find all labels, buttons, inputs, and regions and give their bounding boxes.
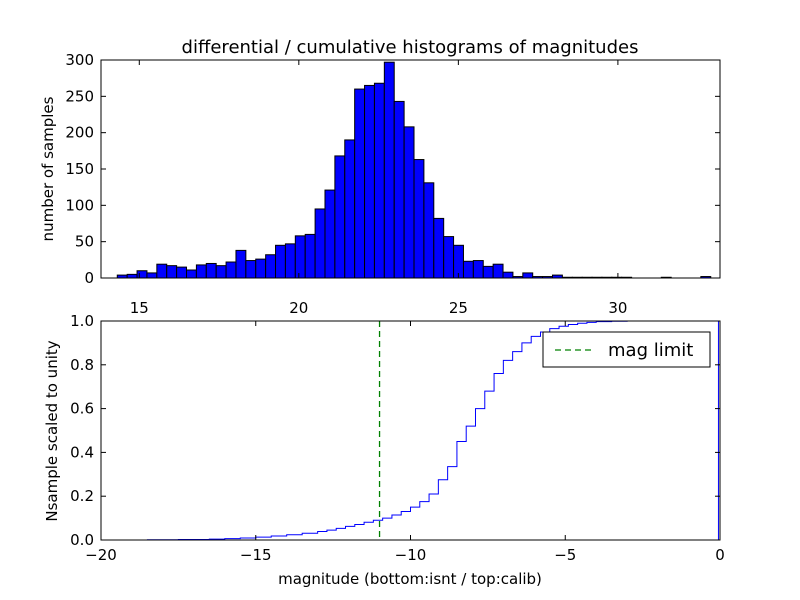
bottom-cumulative-panel: −20 −15 −10 −5 0 0.0 0.2 0.4 0.6 0.8 1.0 Nsample s… (43, 312, 725, 588)
histogram-bar (472, 260, 484, 279)
histogram-bar (215, 265, 227, 279)
y-tick-label: 300 (65, 51, 94, 69)
histogram-bar (423, 182, 435, 279)
histogram-bar (393, 100, 405, 279)
x-tick-label: 15 (130, 299, 149, 317)
legend: mag limit (542, 331, 711, 368)
cumulative-step-line (101, 320, 719, 541)
histogram-bar (235, 249, 247, 279)
histogram-bar (195, 264, 207, 279)
y-tick-label: 100 (65, 196, 94, 214)
histogram-bar (284, 243, 296, 279)
histogram-bar (275, 244, 286, 279)
y-tick-label: 0 (84, 269, 94, 287)
x-tick-label: −10 (395, 546, 427, 564)
y-tick-label: 250 (65, 87, 94, 105)
histogram-bars (116, 61, 712, 279)
histogram-bar (205, 262, 217, 279)
histogram-bar (265, 254, 277, 279)
x-tick-label: −5 (554, 546, 576, 564)
histogram-bar (373, 82, 385, 279)
bottom-x-axis-label: magnitude (bottom:isnt / top:calib) (278, 570, 542, 588)
legend-mag-limit-label: mag limit (608, 340, 693, 361)
y-tick-label: 50 (75, 233, 94, 251)
histogram-bar (383, 61, 395, 279)
histogram-bar (433, 217, 445, 279)
histogram-bar (492, 263, 504, 279)
x-tick-label: 0 (715, 546, 725, 564)
y-tick-label: 0.8 (70, 356, 94, 374)
histogram-bar (166, 265, 178, 279)
histogram-bar (354, 88, 366, 279)
histogram-bar (156, 263, 168, 279)
x-tick-label: 20 (289, 299, 308, 317)
chart-title: differential / cumulative histograms of … (182, 37, 639, 58)
y-tick-label: 1.0 (70, 312, 94, 330)
histogram-bar (186, 269, 197, 279)
histogram-bar (334, 155, 346, 279)
top-y-axis-label: number of samples (39, 96, 57, 241)
bottom-y-axis-label: Nsample scaled to unity (43, 340, 61, 521)
histogram-bar (522, 272, 534, 279)
y-tick-label: 200 (65, 124, 94, 142)
x-tick-label: −20 (85, 546, 117, 564)
histogram-bar (304, 233, 316, 279)
histogram-bar (146, 272, 158, 279)
histogram-bar (413, 159, 425, 279)
y-tick-label: 0.4 (70, 443, 94, 461)
histogram-bar (126, 273, 138, 279)
bottom-axis-ticks: −20 −15 −10 −5 0 0.0 0.2 0.4 0.6 0.8 1.0 (70, 312, 725, 564)
histogram-bar (443, 236, 455, 279)
histogram-bar (176, 266, 188, 279)
histogram-bar (344, 139, 356, 279)
histogram-bar (255, 258, 267, 279)
histogram-bar (136, 270, 148, 279)
y-tick-label: 0.2 (70, 487, 94, 505)
histogram-bar (294, 235, 306, 279)
histogram-bar (225, 261, 237, 279)
histogram-bar (462, 260, 474, 279)
x-tick-label: 25 (449, 299, 468, 317)
histogram-bar (502, 271, 514, 279)
x-tick-label: 30 (608, 299, 627, 317)
y-tick-label: 0.6 (70, 400, 94, 418)
histogram-bar (245, 260, 257, 279)
y-tick-label: 0.0 (70, 531, 94, 549)
histogram-bar (403, 126, 415, 279)
y-tick-label: 150 (65, 160, 94, 178)
x-tick-label: −15 (240, 546, 272, 564)
histogram-bar (364, 84, 375, 279)
histogram-bar (324, 189, 336, 279)
histogram-bar (482, 265, 494, 279)
histogram-bar (314, 208, 326, 279)
